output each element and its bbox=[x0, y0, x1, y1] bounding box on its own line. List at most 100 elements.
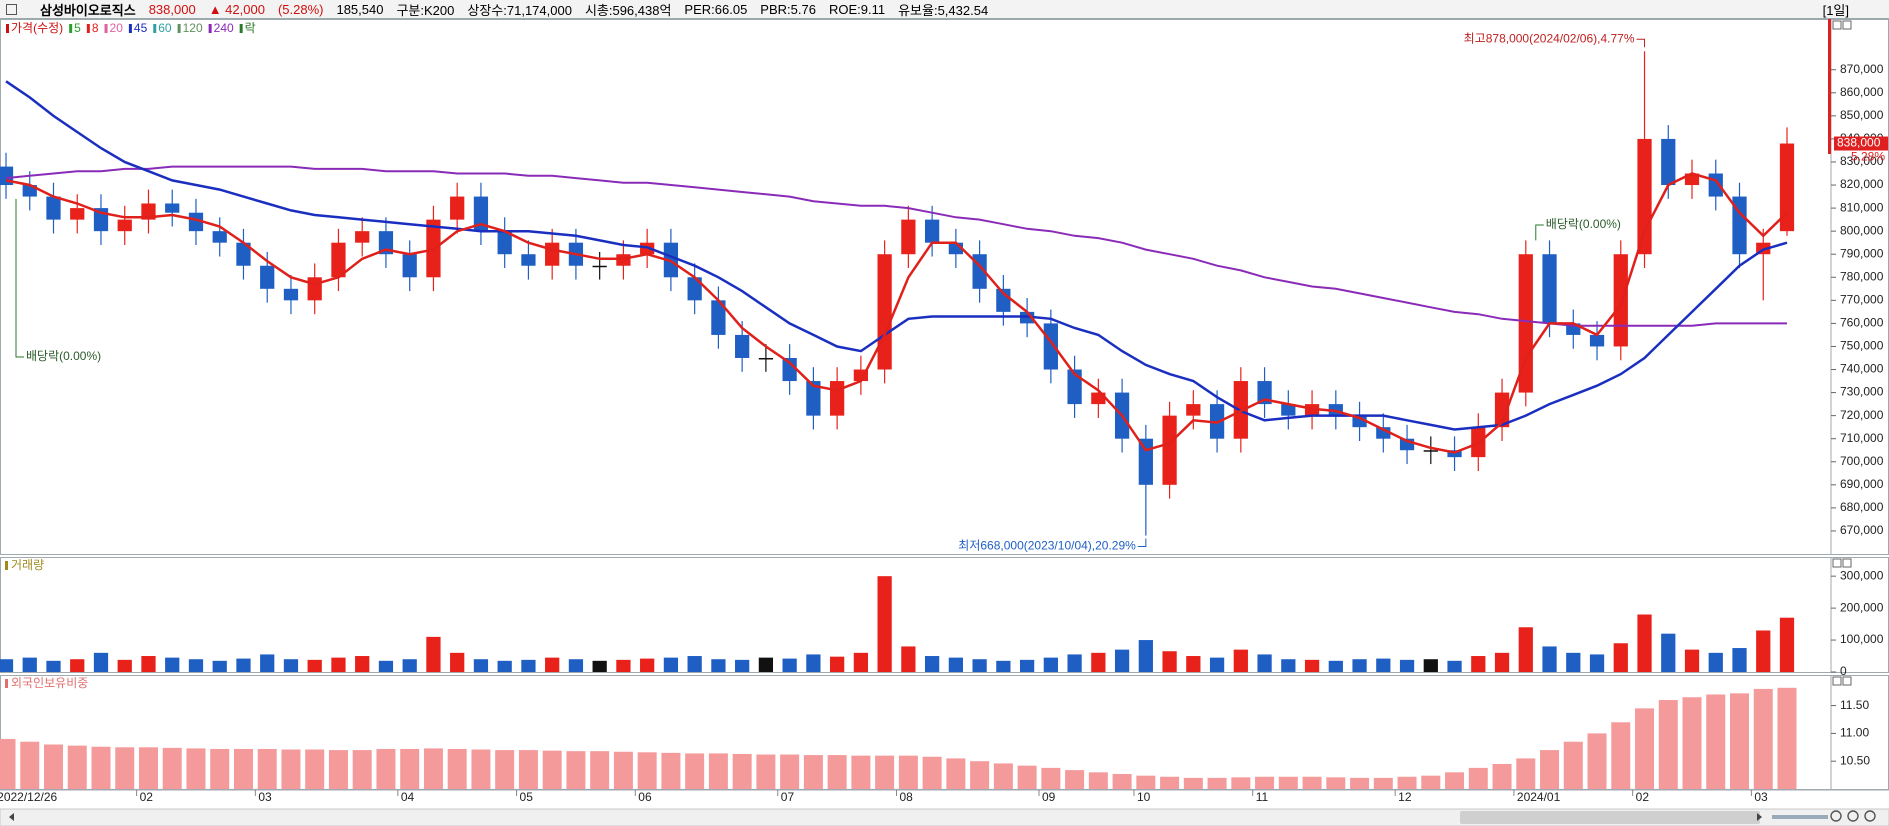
volume-bar bbox=[141, 656, 156, 672]
x-tick-label: 2024/01 bbox=[1517, 790, 1561, 804]
x-tick-label: 02 bbox=[140, 790, 154, 804]
foreign-bar bbox=[1041, 767, 1061, 789]
scroll-right[interactable] bbox=[1757, 813, 1762, 821]
scrollbar bbox=[0, 808, 1889, 826]
foreign-bar bbox=[138, 747, 158, 789]
candle-body bbox=[188, 212, 204, 232]
candle-body bbox=[355, 231, 370, 243]
foreign-bar bbox=[1492, 763, 1512, 789]
high-note: 최고878,000(2024/02/06),4.77% bbox=[1464, 31, 1635, 45]
volume-bar bbox=[782, 658, 797, 672]
x-tick-label: 02 bbox=[1636, 790, 1650, 804]
panel-button bbox=[1832, 558, 1842, 568]
legend-swatch bbox=[6, 24, 9, 33]
foreign-bar bbox=[281, 749, 301, 789]
volume-bar bbox=[355, 656, 370, 672]
candle-body bbox=[687, 277, 702, 301]
panel-title-marker bbox=[5, 679, 8, 688]
foreign-bar bbox=[162, 747, 182, 789]
y-tick-label: 760,000 bbox=[1840, 316, 1884, 330]
volume-bar bbox=[212, 660, 227, 672]
scroll-left[interactable] bbox=[9, 813, 14, 821]
volume-bar bbox=[1233, 649, 1248, 672]
volume-bar bbox=[521, 659, 536, 672]
header: 삼성바이오로직스 838,000 ▲ 42,000 (5.28%) 185,54… bbox=[0, 0, 1889, 19]
foreign-bar bbox=[447, 748, 467, 789]
foreign-bar bbox=[1516, 758, 1536, 789]
foreign-bar bbox=[186, 748, 206, 789]
market-cap: 시총:596,438억 bbox=[584, 2, 672, 18]
zoom-slider[interactable] bbox=[1772, 815, 1828, 819]
foreign-bar bbox=[1730, 693, 1750, 789]
x-tick-label: 11 bbox=[1256, 790, 1269, 804]
y-tick-label: 300,000 bbox=[1840, 568, 1884, 582]
change: ▲ 42,000 bbox=[208, 1, 265, 17]
foreign-bar bbox=[1207, 777, 1227, 789]
scroll-thumb[interactable] bbox=[1460, 811, 1760, 824]
foreign-bar bbox=[1706, 694, 1726, 789]
volume-bar bbox=[711, 659, 726, 672]
volume-bar bbox=[545, 657, 560, 672]
legend-swatch bbox=[177, 24, 181, 33]
volume-bar bbox=[1376, 658, 1391, 672]
volume-bar bbox=[0, 659, 14, 672]
volume-bar bbox=[568, 659, 584, 672]
dividend-note: 배당락(0.00%) bbox=[1546, 217, 1621, 231]
background bbox=[0, 19, 1889, 826]
change-pct: (5.28%) bbox=[277, 1, 324, 17]
candle-body bbox=[1779, 143, 1795, 232]
current-pct: 5.28% bbox=[1851, 150, 1885, 164]
y-tick-label: 750,000 bbox=[1840, 339, 1884, 353]
volume-bar bbox=[46, 660, 61, 672]
dividend-line bbox=[1535, 224, 1544, 241]
candle-body bbox=[402, 254, 417, 278]
volume-bar bbox=[1518, 627, 1533, 672]
candle-body bbox=[46, 196, 61, 220]
foreign-bar bbox=[233, 748, 253, 789]
foreign-bar bbox=[970, 761, 990, 789]
price: 838,000 bbox=[148, 1, 196, 17]
candle-body bbox=[1732, 196, 1747, 255]
foreign-bar bbox=[1373, 777, 1393, 789]
candle-body bbox=[782, 357, 797, 382]
legend-swatch bbox=[153, 24, 157, 33]
foreign-bar bbox=[1112, 773, 1132, 789]
volume-bar bbox=[1257, 654, 1272, 672]
foreign-bar bbox=[1468, 767, 1488, 789]
candle-body bbox=[924, 219, 940, 243]
y-tick-label: 810,000 bbox=[1840, 200, 1884, 214]
volume-bar bbox=[1684, 649, 1700, 672]
candle-body bbox=[497, 231, 512, 255]
foreign-bar bbox=[1397, 776, 1417, 789]
volume-bar bbox=[378, 660, 394, 672]
y-tick-label: 11.50 bbox=[1840, 698, 1869, 712]
volume-bar bbox=[948, 657, 963, 672]
volume-bar bbox=[1209, 657, 1225, 672]
y-tick-label: 700,000 bbox=[1840, 454, 1884, 468]
zoom-button[interactable] bbox=[1830, 810, 1842, 822]
volume-bar bbox=[1138, 640, 1153, 672]
candle-body bbox=[901, 219, 916, 255]
legend-label: 240 bbox=[214, 21, 234, 35]
x-tick-label: 07 bbox=[781, 790, 795, 804]
candle-body bbox=[758, 357, 774, 360]
y-tick-label: 740,000 bbox=[1840, 362, 1884, 376]
candle-body bbox=[22, 185, 37, 197]
panel-title: 외국인보유비중 bbox=[11, 676, 88, 690]
panel-button bbox=[1832, 20, 1842, 30]
candle-body bbox=[212, 231, 227, 243]
foreign-bar bbox=[376, 748, 396, 789]
volume-bar bbox=[1708, 652, 1723, 672]
foreign-bar bbox=[922, 756, 942, 789]
legend-label: 락 bbox=[245, 21, 256, 35]
volume-bar bbox=[260, 654, 275, 672]
foreign-bar bbox=[780, 754, 800, 789]
y-tick-label: 0 bbox=[1840, 664, 1847, 678]
candle-body bbox=[545, 242, 560, 266]
period-button[interactable]: [1일] bbox=[1822, 2, 1849, 18]
candle-body bbox=[260, 265, 275, 289]
zoom-button[interactable] bbox=[1847, 810, 1859, 822]
current-price: 838,000 bbox=[1837, 136, 1881, 150]
zoom-button[interactable] bbox=[1864, 810, 1876, 822]
